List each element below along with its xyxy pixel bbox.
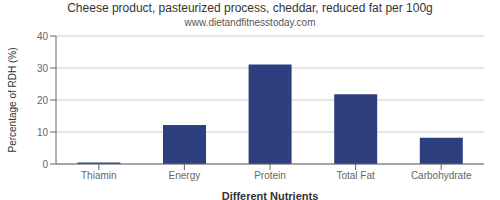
svg-text:10: 10	[37, 127, 49, 138]
svg-text:30: 30	[37, 63, 49, 74]
svg-text:Energy: Energy	[169, 170, 201, 181]
svg-text:0: 0	[42, 159, 48, 170]
svg-text:Percentage of RDH (%): Percentage of RDH (%)	[8, 47, 18, 152]
svg-text:Protein: Protein	[254, 170, 286, 181]
svg-text:Thiamin: Thiamin	[81, 170, 117, 181]
svg-text:40: 40	[37, 31, 49, 42]
svg-text:Carbohydrate: Carbohydrate	[411, 170, 472, 181]
html-text:Cheese product, pasteurized pr: Cheese product, pasteurized process, che…	[67, 1, 433, 15]
svg-text:Total Fat: Total Fat	[336, 170, 375, 181]
svg-text:Different Nutrients: Different Nutrients	[222, 190, 319, 200]
svg-text:20: 20	[37, 95, 49, 106]
html-text:www.dietandfitnesstoday.com: www.dietandfitnesstoday.com	[184, 17, 316, 28]
